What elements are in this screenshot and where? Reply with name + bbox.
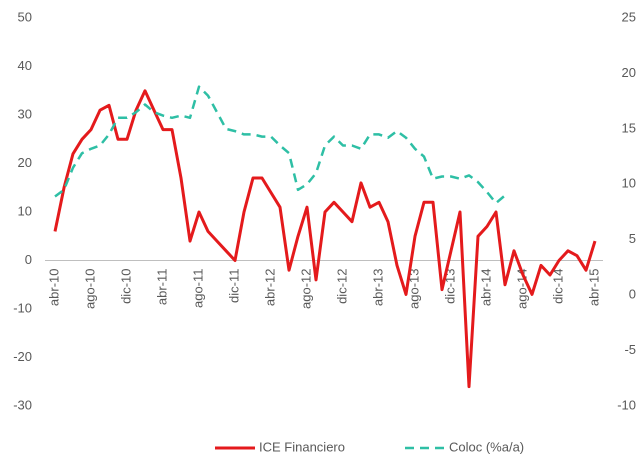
y2-tick-label: 20 bbox=[622, 65, 636, 80]
y2-tick-label: -5 bbox=[624, 342, 636, 357]
y-tick-label: -30 bbox=[13, 397, 32, 412]
x-tick-label: ago-13 bbox=[406, 269, 421, 309]
y-tick-label: 0 bbox=[25, 252, 32, 267]
x-tick-label: ago-11 bbox=[190, 269, 205, 309]
x-tick-label: dic-14 bbox=[550, 269, 565, 304]
x-tick-label: abr-11 bbox=[154, 269, 169, 306]
x-tick-label: abr-10 bbox=[46, 269, 61, 307]
y2-tick-label: 15 bbox=[622, 120, 636, 135]
x-tick-label: abr-14 bbox=[478, 269, 493, 307]
y-tick-label: -20 bbox=[13, 349, 32, 364]
y-tick-label: 10 bbox=[18, 203, 32, 218]
y2-tick-label: 5 bbox=[629, 231, 636, 246]
y-tick-label: 30 bbox=[18, 106, 32, 121]
y-tick-label: 50 bbox=[18, 9, 32, 24]
y2-tick-label: 0 bbox=[629, 287, 636, 302]
y2-tick-label: 10 bbox=[622, 176, 636, 191]
x-tick-label: abr-12 bbox=[262, 269, 277, 307]
y-tick-label: 40 bbox=[18, 58, 32, 73]
x-tick-label: abr-13 bbox=[370, 269, 385, 307]
x-tick-label: dic-11 bbox=[226, 269, 241, 303]
series-line bbox=[54, 85, 506, 205]
x-tick-label: ago-10 bbox=[82, 269, 97, 309]
legend-label: Coloc (%a/a) bbox=[449, 439, 524, 454]
x-tick-label: ago-12 bbox=[298, 269, 313, 309]
series-line bbox=[53, 89, 597, 389]
legend-label: ICE Financiero bbox=[259, 439, 345, 454]
x-tick-label: abr-15 bbox=[586, 269, 601, 307]
y-tick-label: 20 bbox=[18, 155, 32, 170]
y2-tick-label: 25 bbox=[622, 9, 636, 24]
x-tick-label: dic-12 bbox=[334, 269, 349, 304]
x-tick-label: dic-10 bbox=[118, 269, 133, 304]
y2-tick-label: -10 bbox=[617, 397, 636, 412]
y-tick-label: -10 bbox=[13, 300, 32, 315]
